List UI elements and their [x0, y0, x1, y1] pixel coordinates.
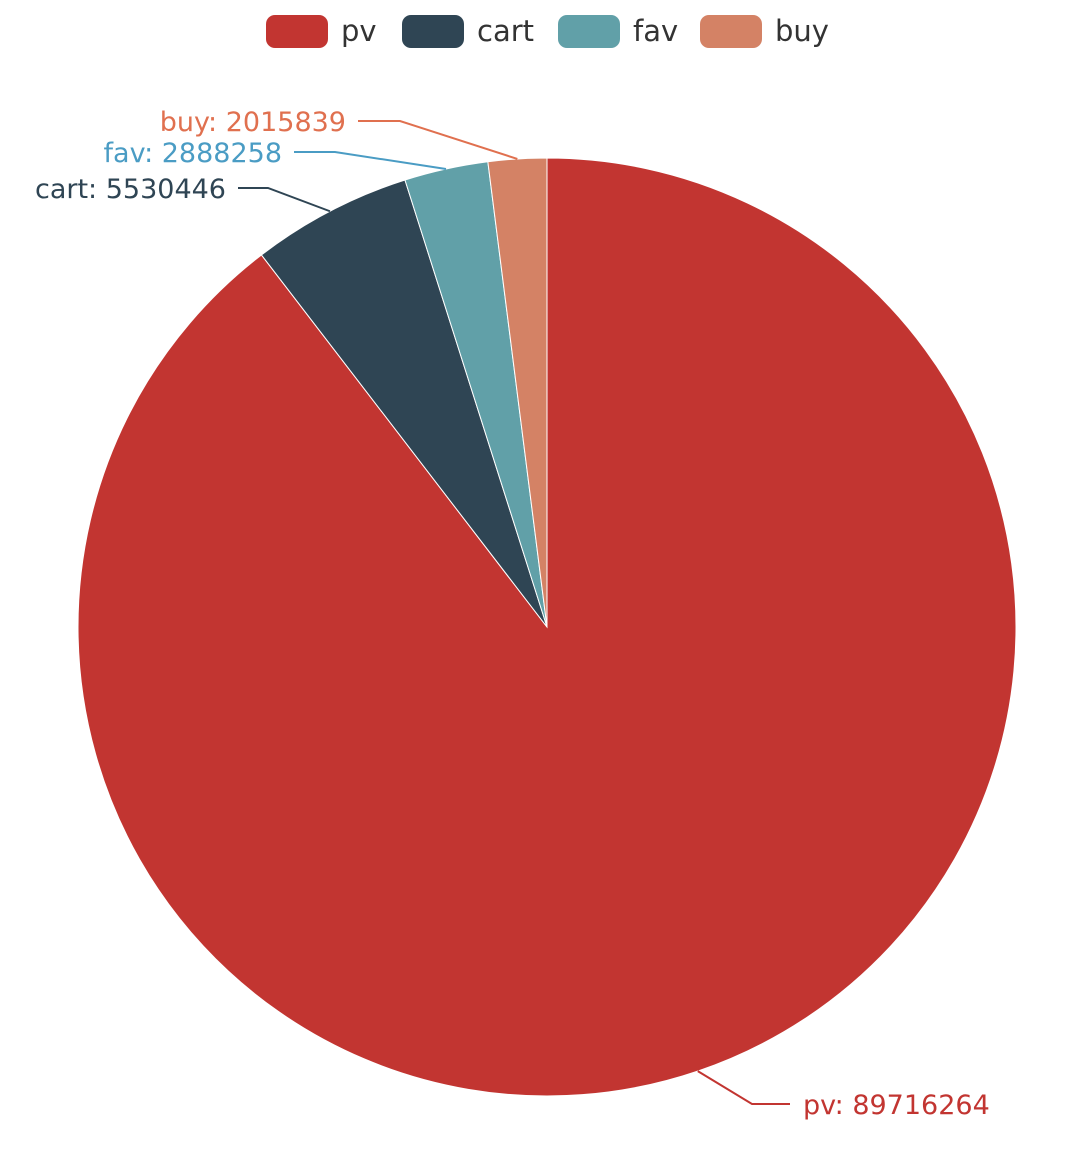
slice-labels: pv: 89716264 cart: 5530446 fav: 2888258buy…	[35, 107, 990, 1121]
legend-item-cart[interactable]: cart	[402, 14, 534, 48]
leader-line-buy	[358, 120, 518, 160]
leader-line-cart	[238, 187, 331, 213]
slice-label-fav: fav: 2888258	[104, 138, 282, 169]
legend-label-pv: pv	[341, 14, 377, 48]
legend-label-cart: cart	[477, 14, 534, 48]
legend-swatch-buy	[700, 15, 762, 48]
legend-swatch-cart	[402, 15, 464, 48]
slice-label-buy: buy: 2015839	[160, 107, 346, 138]
legend-swatch-pv	[266, 15, 328, 48]
slice-label-cart: cart: 5530446	[35, 174, 226, 205]
legend-item-buy[interactable]: buy	[700, 14, 829, 48]
leader-line-fav	[294, 151, 447, 170]
legend-label-buy: buy	[775, 14, 829, 48]
legend-swatch-fav	[558, 15, 620, 48]
leader-line-pv	[697, 1070, 790, 1105]
slice-label-pv: pv: 89716264	[803, 1090, 990, 1121]
legend-item-pv[interactable]: pv	[266, 14, 377, 48]
legend[interactable]: pv cart fav buy	[266, 14, 829, 48]
legend-label-fav: fav	[633, 14, 678, 48]
pie-slices	[77, 157, 1017, 1097]
legend-item-fav[interactable]: fav	[558, 14, 678, 48]
